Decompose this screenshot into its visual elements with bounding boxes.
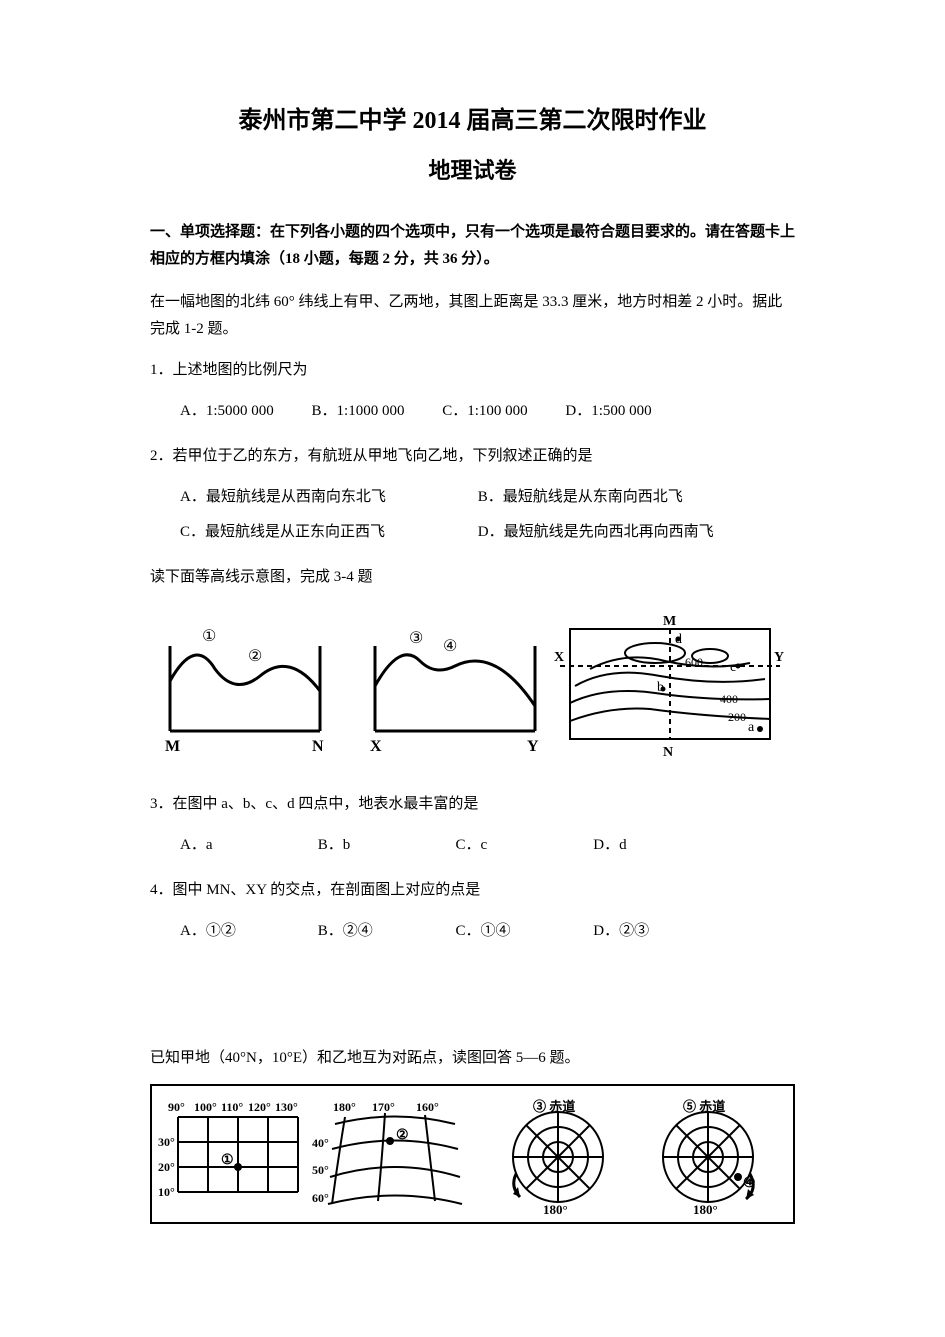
q2-opt-a[interactable]: A．最短航线是从西南向东北飞	[180, 484, 440, 511]
q1-opt-c[interactable]: C．1:100 000	[442, 398, 527, 425]
q2-stem: 2．若甲位于乙的东方，有航班从甲地飞向乙地，下列叙述正确的是	[150, 443, 795, 470]
fig-mn-n: N	[312, 738, 324, 755]
fig-contour-x: X	[554, 650, 564, 665]
fig-arc-pt2: ②	[396, 1128, 409, 1143]
q1-opt-d[interactable]: D．1:500 000	[565, 398, 651, 425]
fig-contour-400: 400	[720, 692, 738, 706]
fig-xy-pt4: ④	[443, 638, 457, 655]
fig-contour-200: 200	[728, 710, 746, 724]
fig-arc-lat-0: 40°	[312, 1136, 329, 1150]
q3-opt-c[interactable]: C．c	[456, 832, 556, 859]
q3-stem: 3．在图中 a、b、c、d 四点中，地表水最丰富的是	[150, 791, 795, 818]
q4-stem: 4．图中 MN、XY 的交点，在剖面图上对应的点是	[150, 877, 795, 904]
fig-arc-lon-1: 170°	[372, 1100, 395, 1114]
fig-contour-n: N	[663, 745, 673, 760]
fig-grid-lon-4: 130°	[275, 1100, 298, 1114]
fig-contour-c: c	[730, 660, 736, 675]
fig-arc-lat-1: 50°	[312, 1163, 329, 1177]
fig-arc-lat-2: 60°	[312, 1191, 329, 1205]
q4-opt-b[interactable]: B．②④	[318, 918, 418, 945]
intro-q3-q4: 读下面等高线示意图，完成 3-4 题	[150, 564, 795, 591]
q2-options: A．最短航线是从西南向东北飞 B．最短航线是从东南向西北飞 C．最短航线是从正东…	[180, 484, 795, 546]
figure-q5-q6: 90° 100° 110° 120° 130° 30° 20° 10° ①	[150, 1084, 795, 1224]
fig-xy-pt3: ③	[409, 630, 423, 647]
q1-stem: 1．上述地图的比例尺为	[150, 357, 795, 384]
fig-mn-pt1: ①	[202, 628, 216, 645]
fig-grid-lon-1: 100°	[194, 1100, 217, 1114]
intro-q5-q6: 已知甲地（40°N，10°E）和乙地互为对跖点，读图回答 5—6 题。	[150, 1045, 795, 1072]
fig-xy-x: X	[370, 738, 382, 755]
page-title-sub: 地理试卷	[150, 151, 795, 191]
q1-options: A．1:5000 000 B．1:1000 000 C．1:100 000 D．…	[180, 398, 795, 425]
intro-q1-q2: 在一幅地图的北纬 60° 纬线上有甲、乙两地，其图上距离是 33.3 厘米，地方…	[150, 289, 795, 343]
fig-contour-m: M	[663, 614, 676, 629]
fig-polar3-180: 180°	[543, 1202, 568, 1214]
fig-contour-a: a	[748, 720, 755, 735]
fig-xy-y: Y	[527, 738, 539, 755]
fig-grid-lat-0: 30°	[158, 1135, 175, 1149]
fig-polar5-180: 180°	[693, 1202, 718, 1214]
fig-grid-pt1: ①	[221, 1153, 234, 1168]
fig-grid-lat-2: 10°	[158, 1185, 175, 1199]
q1-opt-b[interactable]: B．1:1000 000	[312, 398, 405, 425]
q3-options: A．a B．b C．c D．d	[180, 832, 795, 859]
q2-opt-c[interactable]: C．最短航线是从正东向正西飞	[180, 519, 440, 546]
q3-opt-a[interactable]: A．a	[180, 832, 280, 859]
fig-mn-m: M	[165, 738, 180, 755]
q3-opt-d[interactable]: D．d	[593, 832, 626, 859]
section-1-heading: 一、单项选择题：在下列各小题的四个选项中，只有一个选项是最符合题目要求的。请在答…	[150, 219, 795, 273]
q4-opt-d[interactable]: D．②③	[593, 918, 649, 945]
q4-options: A．①② B．②④ C．①④ D．②③	[180, 918, 795, 945]
figure-q3-q4: ① ② M N ③ ④ X Y	[150, 611, 795, 761]
fig-grid-lat-1: 20°	[158, 1160, 175, 1174]
q1-opt-a[interactable]: A．1:5000 000	[180, 398, 274, 425]
fig-grid-lon-0: 90°	[168, 1100, 185, 1114]
fig-contour-600: 600	[685, 655, 703, 669]
q4-opt-c[interactable]: C．①④	[456, 918, 556, 945]
fig-contour-y: Y	[774, 650, 784, 665]
fig-grid-lon-2: 110°	[221, 1100, 243, 1114]
fig-mn-pt2: ②	[248, 648, 262, 665]
page-title-main: 泰州市第二中学 2014 届高三第二次限时作业	[150, 100, 795, 143]
fig-arc-lon-0: 180°	[333, 1100, 356, 1114]
fig-arc-lon-2: 160°	[416, 1100, 439, 1114]
q2-opt-d[interactable]: D．最短航线是先向西北再向西南飞	[478, 519, 714, 546]
q4-opt-a[interactable]: A．①②	[180, 918, 280, 945]
q2-opt-b[interactable]: B．最短航线是从东南向西北飞	[478, 484, 683, 511]
fig-grid-lon-3: 120°	[248, 1100, 271, 1114]
q3-opt-b[interactable]: B．b	[318, 832, 418, 859]
